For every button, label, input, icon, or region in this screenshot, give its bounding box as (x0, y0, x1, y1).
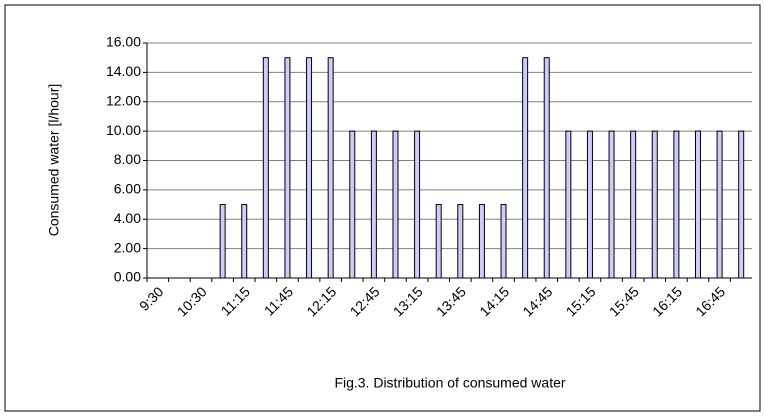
bar (500, 204, 507, 279)
bar (651, 130, 658, 279)
caption: Fig.3. Distribution of consumed water (334, 375, 565, 391)
y-tick-label: 14.00 (106, 63, 141, 79)
bar (630, 130, 637, 279)
bar (327, 57, 334, 279)
bar (738, 130, 745, 279)
bar (306, 57, 313, 279)
y-tick-label: 0.00 (114, 269, 141, 285)
bar (608, 130, 615, 279)
bar (522, 57, 529, 279)
y-tick-label: 12.00 (106, 92, 141, 108)
bar (565, 130, 572, 279)
bar (219, 204, 226, 279)
bar (241, 204, 248, 279)
bar (694, 130, 701, 279)
bar (478, 204, 485, 279)
y-tick-label: 2.00 (114, 239, 141, 255)
y-tick-label: 16.00 (106, 34, 141, 50)
bar (673, 130, 680, 279)
bar (392, 130, 399, 279)
y-tick-label: 10.00 (106, 122, 141, 138)
y-tick-label: 6.00 (114, 181, 141, 197)
y-tick-label: 8.00 (114, 151, 141, 167)
bar (370, 130, 377, 279)
bar (284, 57, 291, 279)
y-tick-label: 4.00 (114, 210, 141, 226)
bar (716, 130, 723, 279)
bar (457, 204, 464, 279)
bar (414, 130, 421, 279)
bar (349, 130, 356, 279)
bar (543, 57, 550, 279)
bar (435, 204, 442, 279)
y-axis-label: Consumed water [l/hour] (46, 84, 62, 237)
bar (586, 130, 593, 279)
bar (262, 57, 269, 279)
